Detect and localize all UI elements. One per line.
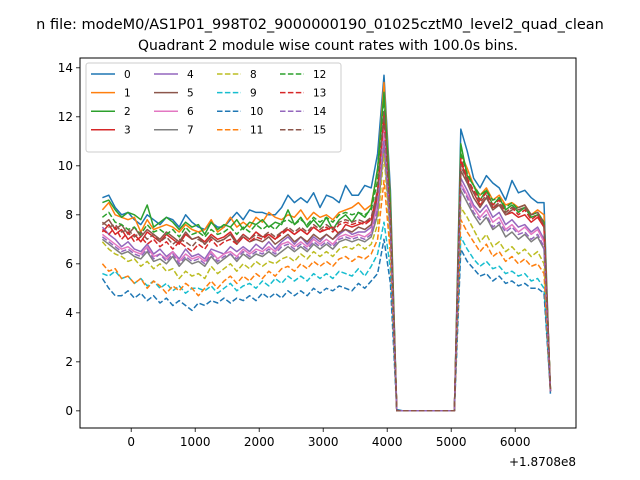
legend-label-2: 2	[124, 106, 131, 118]
series-14-line	[101, 140, 552, 412]
legend-label-7: 7	[187, 125, 194, 137]
series-8-line	[101, 152, 552, 412]
series-0-line	[102, 74, 552, 412]
series-6-line	[101, 128, 552, 412]
legend-label-5: 5	[187, 87, 194, 99]
legend-label-14: 14	[313, 106, 327, 118]
y-tick-label: 10	[58, 159, 73, 173]
legend-label-6: 6	[187, 106, 194, 118]
legend-label-15: 15	[313, 125, 326, 137]
x-tick-label: 1000	[180, 435, 211, 449]
x-tick-label: 6000	[500, 435, 531, 449]
legend-label-4: 4	[187, 69, 194, 81]
legend-box	[85, 62, 342, 153]
legend-label-9: 9	[250, 87, 257, 99]
legend-label-8: 8	[250, 69, 257, 81]
x-tick-label: 5000	[436, 435, 467, 449]
chart-title: Quadrant 2 module wise count rates with …	[138, 38, 518, 54]
y-tick-label: 0	[65, 404, 73, 418]
plot-frame	[79, 57, 577, 429]
legend-label-0: 0	[124, 69, 131, 81]
x-tick-label: 4000	[372, 435, 403, 449]
legend-label-12: 12	[313, 69, 326, 81]
series-7-line	[101, 145, 552, 412]
y-tick-label: 4	[65, 306, 73, 320]
x-tick-label: 2000	[244, 435, 275, 449]
plot-lines	[101, 74, 552, 412]
y-tick-label: 2	[65, 355, 73, 369]
legend-label-11: 11	[250, 125, 263, 137]
series-4-line	[101, 123, 552, 412]
legend-label-1: 1	[124, 87, 131, 99]
y-tick-label: 6	[65, 257, 73, 271]
series-3-line	[101, 113, 552, 412]
x-tick-label: 0	[127, 435, 135, 449]
y-tick-label: 12	[58, 110, 73, 124]
series-13-line	[101, 116, 552, 412]
x-offset-label: +1.8708e8	[509, 455, 576, 469]
y-axis: 0 2 4 6 8 10 12 14	[58, 61, 80, 418]
series-12-line	[101, 96, 552, 412]
series-15-line	[101, 111, 552, 412]
legend-label-13: 13	[313, 87, 326, 99]
x-tick-label: 3000	[308, 435, 339, 449]
legend-label-10: 10	[250, 106, 263, 118]
chart-suptitle: n file: modeM0/AS1P01_998T02_9000000190_…	[36, 17, 604, 33]
series-10-line	[101, 238, 552, 412]
x-axis: 0 1000 2000 3000 4000 5000 6000	[127, 428, 530, 449]
y-tick-label: 8	[65, 208, 73, 222]
series-5-line	[101, 120, 552, 412]
series-9-line	[102, 221, 552, 412]
y-tick-label: 14	[58, 61, 73, 75]
legend-label-3: 3	[124, 125, 131, 137]
series-11-line	[101, 179, 552, 412]
